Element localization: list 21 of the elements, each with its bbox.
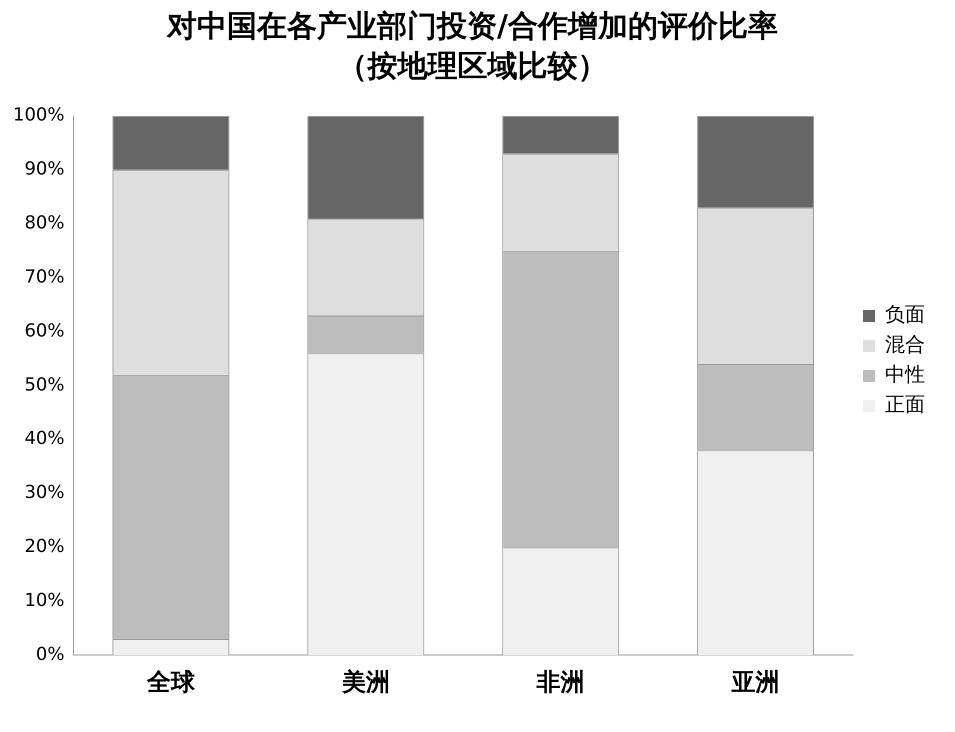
x-tick-label: 非洲 bbox=[536, 668, 585, 696]
y-tick-label: 40% bbox=[24, 428, 64, 450]
y-tick-label: 0% bbox=[36, 644, 64, 665]
y-tick-label: 90% bbox=[24, 158, 64, 180]
y-tick-label: 100% bbox=[12, 104, 64, 126]
y-tick-label: 30% bbox=[24, 482, 64, 504]
legend-label: 中性 bbox=[885, 362, 925, 386]
y-tick-label: 80% bbox=[24, 212, 64, 234]
y-tick-label: 50% bbox=[24, 374, 64, 396]
y-tick-label: 70% bbox=[24, 266, 64, 288]
legend-label: 混合 bbox=[885, 332, 925, 356]
chart-subtitle: （按地理区域比较） bbox=[338, 48, 608, 84]
y-tick-label: 10% bbox=[24, 590, 64, 611]
x-tick-label: 全球 bbox=[146, 668, 196, 696]
y-tick-label: 20% bbox=[24, 536, 64, 558]
legend-label: 正面 bbox=[885, 392, 925, 416]
x-tick-label: 美洲 bbox=[340, 668, 390, 696]
chart-title: 对中国在各产业部门投资/合作增加的评价比率 bbox=[166, 8, 778, 44]
y-tick-label: 60% bbox=[24, 320, 64, 342]
legend-label: 负面 bbox=[885, 302, 925, 326]
x-tick-label: 亚洲 bbox=[730, 668, 780, 696]
